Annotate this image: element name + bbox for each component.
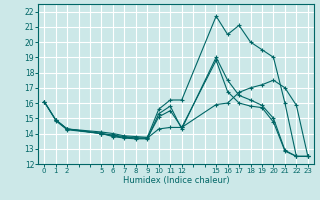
X-axis label: Humidex (Indice chaleur): Humidex (Indice chaleur) bbox=[123, 176, 229, 185]
